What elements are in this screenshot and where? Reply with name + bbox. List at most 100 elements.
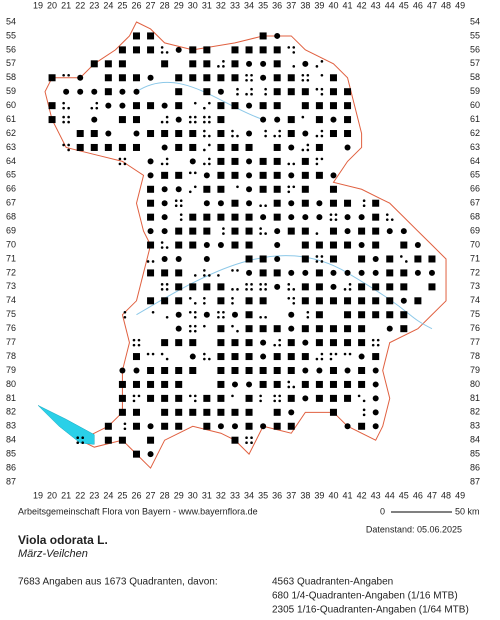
record-small — [208, 134, 211, 138]
record-square — [315, 116, 323, 124]
record-small — [90, 106, 94, 110]
record-square — [273, 269, 281, 277]
record-small — [287, 46, 291, 49]
record-small — [315, 87, 319, 91]
record-square — [189, 339, 197, 347]
row-label: 78 — [6, 351, 16, 361]
record-square — [329, 394, 337, 402]
record-square — [329, 325, 337, 333]
record-dot — [246, 102, 253, 109]
record-small — [67, 115, 70, 119]
record-square — [273, 102, 281, 110]
column-label: 47 — [427, 490, 437, 500]
record-dot — [302, 130, 309, 137]
record-square — [217, 367, 225, 374]
record-square — [104, 88, 112, 96]
record-square — [301, 353, 309, 361]
record-small — [306, 143, 310, 147]
record-square — [175, 408, 183, 416]
record-square — [231, 241, 239, 249]
column-label: 27 — [146, 490, 156, 500]
summary-line: 2305 1/16-Quadranten-Angaben (1/64 MTB) — [272, 605, 469, 616]
record-small — [250, 283, 253, 286]
record-small — [301, 115, 305, 119]
record-dot — [161, 228, 168, 235]
record-square — [273, 185, 281, 193]
record-dot — [175, 311, 182, 318]
column-label: 49 — [455, 490, 465, 500]
record-small — [165, 120, 169, 124]
record-small — [292, 185, 296, 189]
record-small — [67, 148, 70, 152]
column-label: 41 — [343, 0, 353, 10]
record-small — [179, 204, 183, 208]
record-dot — [175, 116, 182, 123]
record-square — [147, 213, 155, 221]
record-square — [315, 311, 323, 319]
record-small — [165, 315, 169, 319]
record-small — [222, 65, 225, 68]
record-small — [123, 427, 127, 431]
record-square — [414, 255, 422, 263]
record-small — [231, 302, 234, 305]
record-square — [301, 283, 309, 291]
record-dot — [175, 255, 182, 262]
record-small — [306, 315, 310, 319]
record-small — [320, 60, 324, 63]
record-small — [208, 120, 211, 124]
record-small — [292, 302, 296, 305]
record-square — [273, 46, 281, 54]
record-small — [203, 274, 206, 277]
record-square — [189, 283, 197, 291]
record-square — [147, 436, 155, 444]
record-square — [175, 143, 183, 151]
column-label: 42 — [357, 0, 367, 10]
record-dot — [119, 367, 126, 374]
record-dot — [133, 130, 140, 137]
record-small — [76, 441, 80, 445]
record-dot — [302, 60, 309, 67]
record-square — [344, 325, 352, 333]
record-square — [273, 213, 281, 221]
record-square — [76, 143, 84, 151]
record-small — [385, 218, 389, 221]
record-square — [344, 130, 352, 138]
row-label: 79 — [6, 365, 16, 375]
record-dot — [302, 395, 309, 402]
column-label: 46 — [413, 0, 423, 10]
record-square — [400, 325, 408, 333]
record-small — [278, 399, 281, 403]
record-square — [132, 116, 140, 124]
record-dot — [147, 451, 154, 458]
row-label: 68 — [470, 212, 480, 222]
record-square — [161, 367, 169, 374]
record-small — [67, 120, 70, 124]
record-square — [118, 46, 126, 54]
record-dot — [344, 228, 351, 235]
record-small — [231, 394, 234, 398]
record-square — [259, 269, 267, 277]
record-square — [344, 116, 352, 124]
record-square — [161, 339, 169, 347]
record-small — [329, 357, 333, 361]
record-square — [273, 380, 281, 388]
record-square — [217, 185, 225, 193]
record-square — [301, 297, 309, 305]
record-square — [372, 241, 380, 249]
record-square — [273, 171, 281, 179]
record-small — [203, 357, 206, 361]
record-square — [372, 353, 380, 361]
record-square — [287, 74, 295, 82]
record-small — [165, 157, 169, 161]
record-square — [358, 339, 366, 347]
record-small — [301, 78, 305, 82]
record-small — [62, 120, 65, 124]
record-small — [273, 399, 276, 403]
record-small — [188, 310, 192, 314]
row-label: 78 — [470, 351, 480, 361]
record-small — [362, 199, 366, 203]
record-square — [344, 102, 352, 110]
record-small — [62, 115, 65, 119]
record-small — [208, 157, 211, 161]
row-label: 57 — [470, 58, 480, 68]
